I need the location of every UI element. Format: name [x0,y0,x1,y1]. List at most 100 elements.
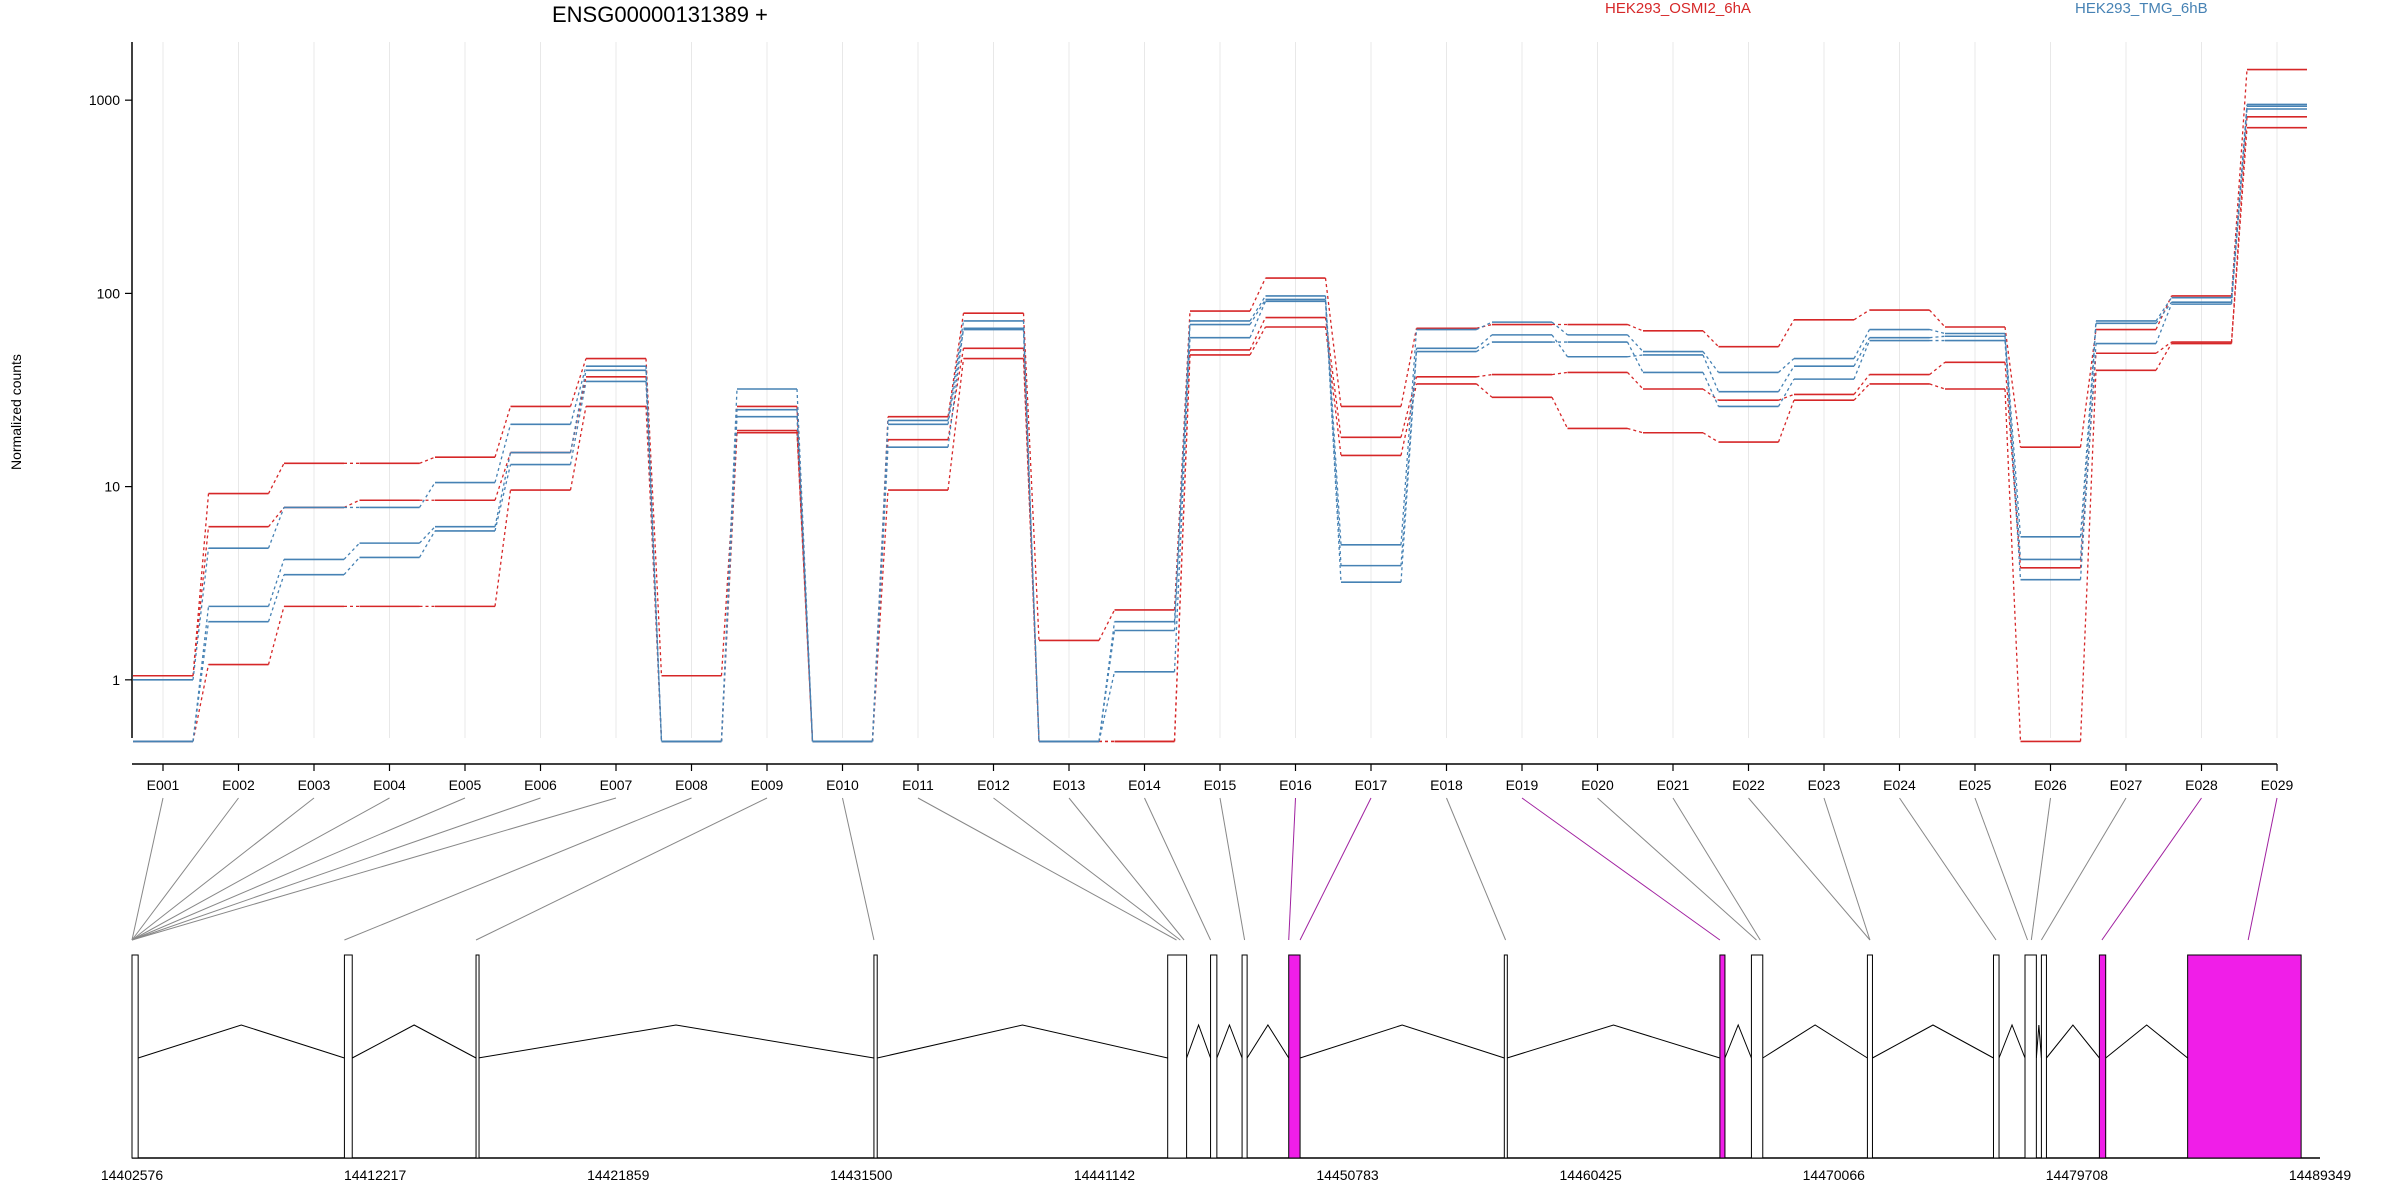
intron-14 [2035,1024,2042,1059]
x-tick-label-E025: E025 [1959,777,1992,793]
exon-16 [2098,954,2107,1159]
series-5-link-21 [1702,354,1720,392]
series-6-link-9 [796,416,814,742]
series-5-link-23 [1853,337,1871,367]
series-3-link-26 [2079,370,2097,742]
coordinate-label-9: 14479708 [2046,1167,2109,1183]
series-1-link-24 [1929,309,1946,328]
y-tick-label-1000: 1000 [89,92,120,108]
x-tick-label-E020: E020 [1581,777,1614,793]
coordinate-label-6: 14450783 [1316,1167,1379,1183]
series-2-link-3 [343,499,360,509]
series-3-link-24 [1929,383,1946,390]
exon-7 [1241,954,1248,1159]
exon-12 [1866,954,1873,1159]
series-2-link-20 [1627,371,1644,390]
series-2-link-22 [1778,393,1795,401]
series-5-link-12 [1022,329,1040,742]
intron-7 [1246,1024,1290,1059]
series-1-link-22 [1777,319,1795,347]
series-1-link-25 [2004,326,2022,448]
series-3-link-6 [569,406,587,491]
mapping-line-E004 [131,797,390,941]
series-2-link-17 [1400,376,1418,438]
x-tick-label-E023: E023 [1808,777,1841,793]
mapping-line-E011 [917,797,1177,941]
y-tick-label-10: 10 [104,479,120,495]
mapping-line-E020 [1597,797,1757,941]
x-tick-label-E011: E011 [902,777,934,793]
series-5-link-18 [1476,334,1493,349]
intron-2 [351,1024,477,1059]
mapping-line-E023 [1823,797,1871,941]
series-4-link-5 [494,424,512,483]
coordinate-label-8: 14470066 [1803,1167,1866,1183]
series-3-link-22 [1777,399,1795,443]
mapping-line-E026 [2030,797,2051,941]
mapping-line-E003 [131,797,315,941]
mapping-line-E005 [131,797,466,941]
intron-1 [138,1024,345,1059]
x-tick-label-E007: E007 [600,777,633,793]
coordinate-label-1: 14402576 [101,1167,164,1183]
exon-10 [1719,954,1726,1159]
exon-3 [475,954,480,1159]
x-tick-label-E018: E018 [1430,777,1463,793]
series-1-link-12 [1022,313,1040,641]
series-3-link-15 [1249,326,1267,356]
series-5-link-1 [192,606,210,742]
series-6-link-1 [192,621,210,742]
series-3-link-27 [2155,343,2173,371]
coordinate-label-7: 14460425 [1560,1167,1623,1183]
legend-entry-tmg: HEK293_TMG_6hB [2075,0,2208,17]
series-4-link-6 [569,366,587,425]
series-4-link-27 [2155,297,2173,322]
series-4-link-2 [267,507,285,549]
series-2-link-14 [1173,349,1191,742]
x-tick-label-E004: E004 [373,777,406,793]
x-tick-label-E016: E016 [1279,777,1312,793]
intron-15 [2046,1024,2100,1059]
mapping-line-E016 [1288,797,1296,941]
series-6-link-13 [1098,671,1116,742]
series-1-link-21 [1702,330,1719,348]
series-4-link-25 [2004,333,2022,537]
x-tick-label-E028: E028 [2185,777,2218,793]
intron-3 [477,1024,875,1059]
series-5-link-6 [569,370,587,453]
exon-13 [1992,954,2000,1159]
series-4-link-18 [1476,321,1493,331]
series-3-link-1 [192,664,210,742]
series-1-link-20 [1627,323,1644,332]
series-2-link-23 [1853,374,1871,395]
x-tick-label-E029: E029 [2261,777,2294,793]
chart-title: ENSG00000131389 + [552,2,768,27]
x-tick-label-E009: E009 [751,777,784,793]
series-2-link-15 [1249,317,1267,351]
intron-9 [1506,1024,1721,1059]
series-4-link-17 [1400,329,1418,545]
intron-11 [1762,1024,1868,1059]
mapping-line-E007 [131,797,617,941]
series-5-link-17 [1400,348,1418,566]
series-6-link-26 [2079,343,2097,580]
series-1-link-13 [1098,609,1116,641]
x-tick-label-E019: E019 [1506,777,1539,793]
legend-entry-osmi2: HEK293_OSMI2_6hA [1605,0,1751,17]
intron-12 [1872,1024,1994,1059]
series-4-link-24 [1929,328,1946,335]
x-tick-label-E022: E022 [1732,777,1765,793]
series-6-link-21 [1702,372,1720,407]
x-tick-label-E010: E010 [826,777,859,793]
series-3-link-8 [720,432,738,742]
mapping-line-E019 [1521,797,1721,941]
series-2-link-25 [2004,362,2022,568]
series-1-link-2 [267,463,285,494]
series-6-link-8 [720,416,738,742]
series-6-link-5 [494,464,512,532]
x-tick-label-E024: E024 [1883,777,1916,793]
x-tick-label-E021: E021 [1657,777,1690,793]
exon-14 [2024,954,2037,1159]
series-5-link-13 [1098,630,1116,742]
